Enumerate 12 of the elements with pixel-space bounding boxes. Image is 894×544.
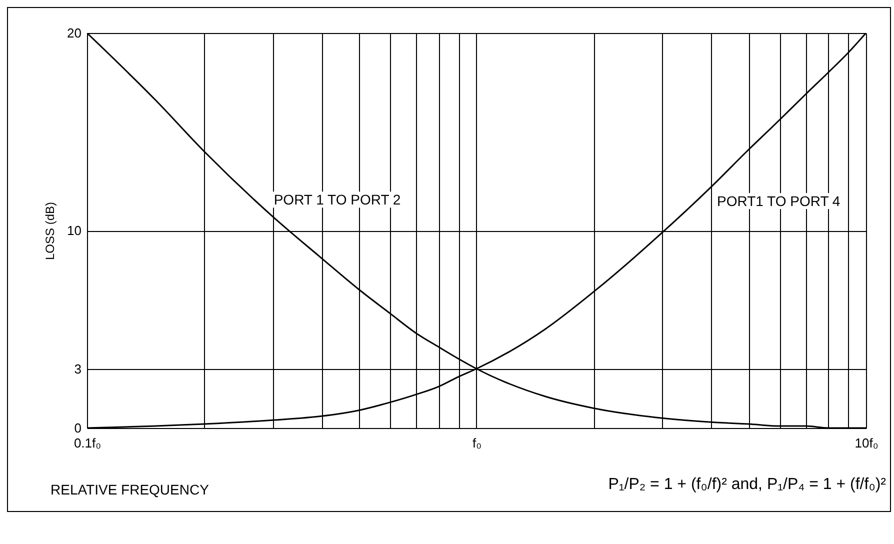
y-tick-label: 0 xyxy=(74,420,82,436)
x-tick-label: 10f₀ xyxy=(854,436,878,450)
y-axis-title: LOSS (dB) xyxy=(43,202,58,260)
y-tick-label: 20 xyxy=(67,26,82,40)
x-axis-title: RELATIVE FREQUENCY xyxy=(50,482,210,498)
text: P₁/P₂ = 1 + (f₀/f)² and, P₁/P₄ = 1 + (f/f₀)² xyxy=(608,476,887,493)
x-tick-label: 0.1f₀ xyxy=(74,436,102,450)
series-label: PORT 1 TO PORT 2 xyxy=(274,192,401,208)
x-tick-label: f₀ xyxy=(472,436,482,450)
y-tick-label: 3 xyxy=(74,361,82,376)
y-tick-label: 10 xyxy=(67,223,82,238)
series-label: PORT1 TO PORT 4 xyxy=(717,193,840,210)
